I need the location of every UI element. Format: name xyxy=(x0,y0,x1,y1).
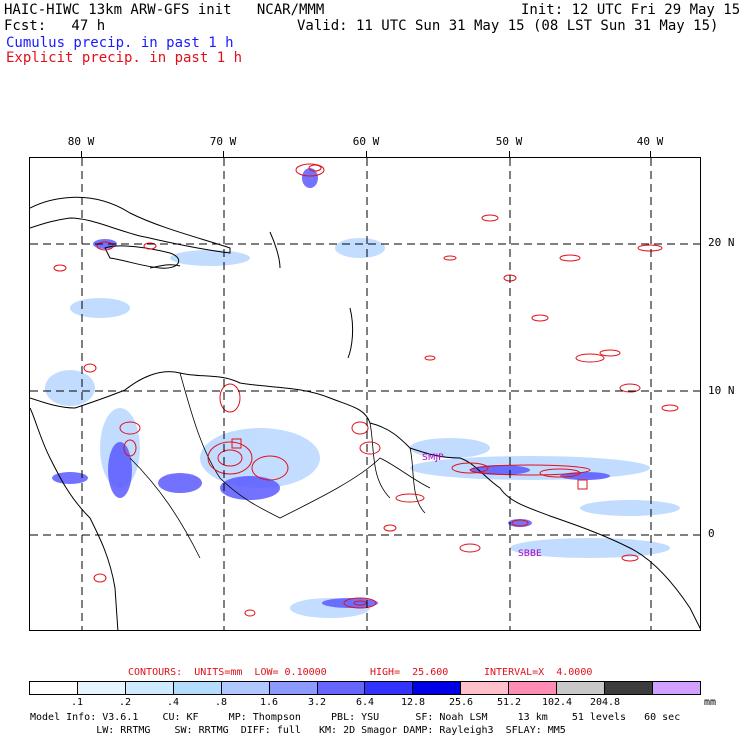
scale-label: 51.2 xyxy=(496,697,522,708)
scale-swatch xyxy=(173,682,222,694)
contours-high: HIGH= 25.600 xyxy=(370,667,449,678)
scale-swatch xyxy=(557,682,606,694)
scale-label: .4 xyxy=(166,697,180,708)
scale-swatch xyxy=(269,682,318,694)
scale-label: .8 xyxy=(214,697,228,708)
init-time: Init: 12 UTC Fri 29 May 15 xyxy=(521,2,740,18)
scale-swatch xyxy=(317,682,366,694)
lat-label-20n: 20 N xyxy=(708,236,735,249)
scale-swatch xyxy=(125,682,174,694)
scale-swatch xyxy=(221,682,270,694)
scale-label: 1.6 xyxy=(259,697,279,708)
precip-color-scale xyxy=(29,681,701,695)
contours-interval: INTERVAL=X 4.0000 xyxy=(484,667,593,678)
precip-map: SMJP SBBE xyxy=(29,157,701,631)
cumulus-legend: Cumulus precip. in past 1 h xyxy=(6,35,234,51)
lat-label-10n: 10 N xyxy=(708,384,735,397)
scale-label: .2 xyxy=(118,697,132,708)
scale-label: 6.4 xyxy=(355,697,375,708)
contours-label: CONTOURS: UNITS=mm LOW= 0.10000 xyxy=(128,667,327,678)
scale-swatch xyxy=(365,682,414,694)
valid-time: Valid: 11 UTC Sun 31 May 15 (08 LST Sun … xyxy=(297,18,719,34)
country-borders xyxy=(129,372,431,559)
scale-unit: mm xyxy=(704,697,717,708)
map-canvas: SMJP SBBE xyxy=(30,158,700,630)
explicit-legend: Explicit precip. in past 1 h xyxy=(6,50,243,66)
model-info-line2: LW: RRTMG SW: RRTMG DIFF: full KM: 2D Sm… xyxy=(30,725,566,736)
lon-label-70w: 70 W xyxy=(209,135,237,148)
station-markers xyxy=(231,438,588,490)
lat-label-equator: 0 xyxy=(708,527,715,540)
scale-swatch xyxy=(461,682,510,694)
scale-swatch xyxy=(413,682,462,694)
scale-label: .1 xyxy=(70,697,84,708)
scale-swatch xyxy=(30,682,78,694)
explicit-precip-contours xyxy=(53,163,679,617)
model-info-line1: Model Info: V3.6.1 CU: KF MP: Thompson P… xyxy=(30,712,681,723)
station-label-smjp: SMJP xyxy=(422,453,444,463)
scale-swatch xyxy=(605,682,653,694)
lon-tick xyxy=(366,151,367,157)
lon-label-50w: 50 W xyxy=(495,135,523,148)
scale-label: 204.8 xyxy=(589,697,621,708)
lon-label-60w: 60 W xyxy=(352,135,380,148)
lon-label-40w: 40 W xyxy=(636,135,664,148)
scale-swatch xyxy=(652,682,700,694)
model-title: HAIC-HIWC 13km ARW-GFS init NCAR/MMM xyxy=(4,2,325,18)
scale-label: 12.8 xyxy=(400,697,426,708)
lon-tick xyxy=(650,151,651,157)
scale-label: 102.4 xyxy=(541,697,573,708)
station-label-sbbe: SBBE xyxy=(518,549,542,559)
lat-lon-grid xyxy=(30,158,700,630)
forecast-hour: Fcst: 47 h xyxy=(4,18,106,34)
coastlines xyxy=(30,196,700,630)
scale-swatch xyxy=(77,682,126,694)
scale-label: 3.2 xyxy=(307,697,327,708)
lon-tick xyxy=(509,151,510,157)
lon-tick xyxy=(223,151,224,157)
scale-swatch xyxy=(509,682,558,694)
scale-label: 25.6 xyxy=(448,697,474,708)
lon-label-80w: 80 W xyxy=(67,135,95,148)
lon-tick xyxy=(81,151,82,157)
